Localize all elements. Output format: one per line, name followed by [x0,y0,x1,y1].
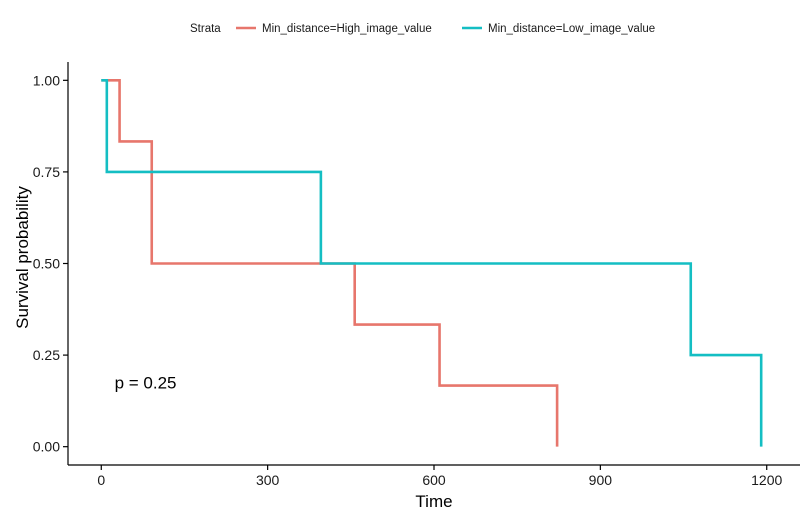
legend-label: Min_distance=High_image_value [262,23,432,35]
y-tick-label: 0.00 [33,439,60,455]
legend: Strata Min_distance=High_image_value Min_… [190,23,655,35]
x-tick-label: 1200 [751,472,782,488]
y-axis-title: Survival probability [13,186,32,329]
x-tick-label: 900 [589,472,613,488]
p-value-annotation: p = 0.25 [115,374,177,393]
series-layer [101,79,763,447]
legend-title: Strata [190,23,221,35]
y-tick-label: 0.25 [33,347,60,363]
axes: 0 300 600 900 1200 0.00 0.25 0.50 0.75 1.00 [33,62,800,488]
legend-label: Min_distance=Low_image_value [488,23,655,35]
x-tick-label: 300 [256,472,280,488]
series-line-high [101,79,559,447]
x-tick-label: 0 [97,472,105,488]
y-tick-label: 1.00 [33,72,60,88]
x-tick-label: 600 [422,472,446,488]
y-tick-label: 0.50 [33,256,60,272]
series-line-low [101,79,763,447]
x-axis-title: Time [415,492,452,511]
y-tick-label: 0.75 [33,164,60,180]
